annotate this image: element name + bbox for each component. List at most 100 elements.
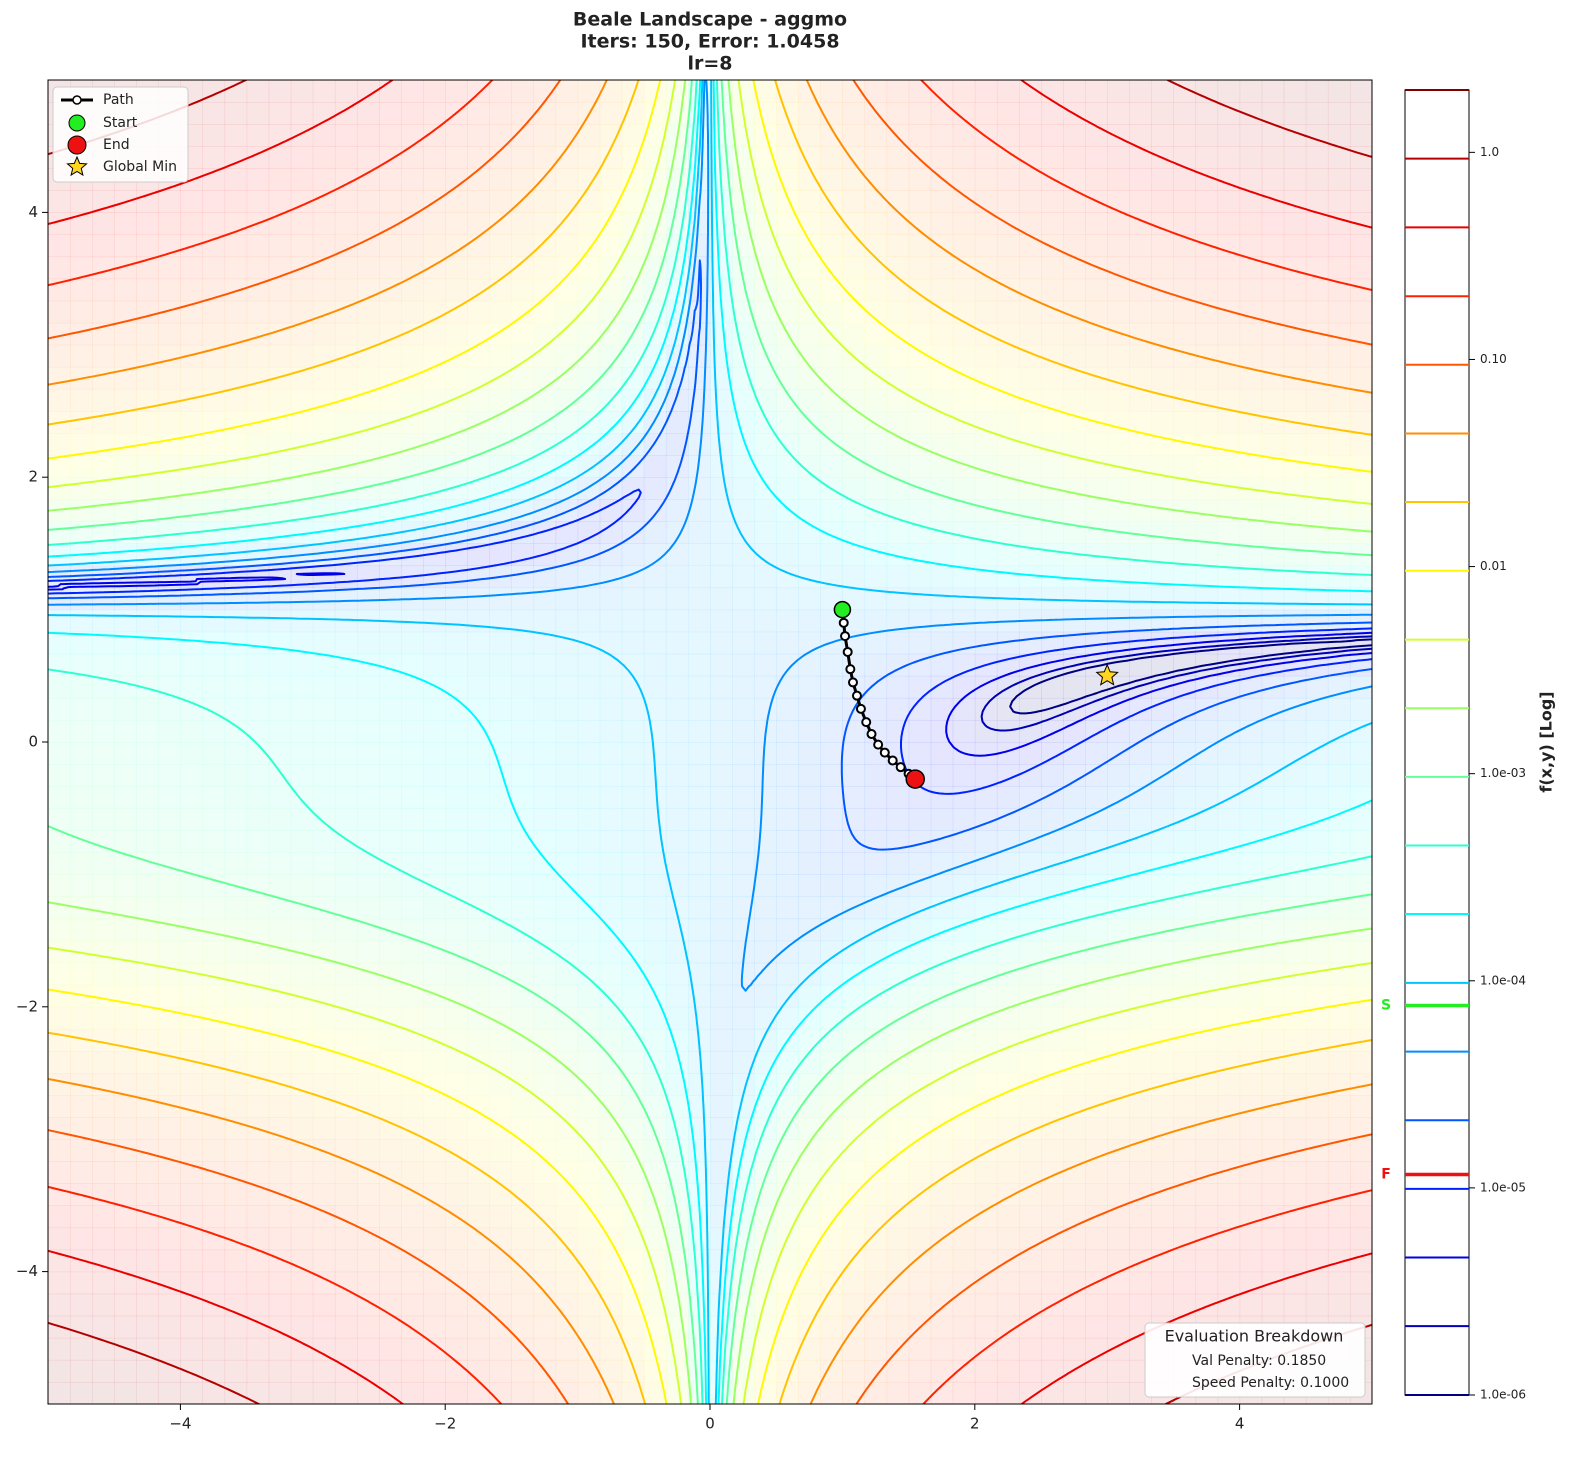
- background-cell: [864, 124, 888, 147]
- colorbar-tick-label: 1.0: [1480, 145, 1499, 159]
- background-cell: [268, 521, 292, 544]
- background-cell: [1283, 719, 1307, 743]
- background-cell: [1349, 1161, 1372, 1184]
- background-cell: [202, 1139, 226, 1162]
- background-cell: [1129, 719, 1152, 743]
- background-cell: [379, 1271, 402, 1295]
- background-cell: [158, 344, 181, 368]
- background-cell: [312, 1117, 336, 1140]
- background-cell: [643, 477, 667, 500]
- background-cell: [996, 80, 1020, 103]
- background-cell: [202, 742, 226, 765]
- background-cell: [577, 786, 601, 809]
- background-cell: [1085, 80, 1108, 103]
- background-cell: [511, 300, 535, 324]
- background-cell: [930, 146, 954, 169]
- background-cell: [445, 278, 468, 302]
- background-cell: [246, 786, 270, 809]
- background-cell: [643, 256, 667, 280]
- background-cell: [136, 874, 159, 898]
- background-cell: [136, 1315, 159, 1339]
- background-cell: [577, 344, 601, 368]
- background-cell: [577, 587, 601, 611]
- background-cell: [710, 719, 733, 743]
- background-cell: [710, 764, 733, 787]
- background-cell: [1151, 1161, 1174, 1184]
- background-cell: [1085, 1161, 1108, 1184]
- background-cell: [908, 1359, 932, 1383]
- background-cell: [533, 102, 557, 125]
- background-cell: [1305, 565, 1329, 589]
- background-cell: [1327, 830, 1351, 853]
- background-cell: [1283, 212, 1307, 236]
- background-cell: [776, 742, 799, 765]
- background-cell: [379, 808, 402, 831]
- background-cell: [952, 168, 976, 191]
- background-cell: [467, 1073, 490, 1096]
- background-cell: [511, 697, 535, 721]
- background-cell: [1063, 499, 1086, 522]
- background-cell: [555, 433, 579, 456]
- background-cell: [334, 477, 358, 500]
- background-cell: [776, 212, 799, 236]
- background-cell: [70, 808, 93, 831]
- background-cell: [555, 1117, 579, 1140]
- background-cell: [290, 1006, 314, 1030]
- background-cell: [467, 587, 490, 611]
- background-cell: [92, 1161, 115, 1184]
- background-cell: [930, 1249, 954, 1273]
- background-cell: [798, 190, 821, 213]
- background-cell: [533, 786, 557, 809]
- background-cell: [379, 212, 402, 236]
- background-cell: [820, 366, 843, 390]
- background-cell: [1327, 543, 1351, 567]
- background-cell: [908, 808, 932, 831]
- background-cell: [202, 653, 226, 677]
- background-cell: [445, 587, 468, 611]
- background-cell: [268, 808, 292, 831]
- background-cell: [1349, 411, 1372, 434]
- background-cell: [1327, 786, 1351, 809]
- background-cell: [732, 808, 755, 831]
- background-cell: [379, 278, 402, 302]
- background-cell: [1283, 1117, 1307, 1140]
- background-cell: [423, 675, 446, 699]
- background-cell: [1283, 1227, 1307, 1251]
- background-cell: [974, 830, 998, 853]
- background-cell: [1217, 543, 1241, 567]
- background-cell: [158, 653, 181, 677]
- background-cell: [952, 962, 976, 986]
- background-cell: [1239, 190, 1263, 213]
- chart-title: lr=8: [687, 53, 732, 75]
- background-cell: [489, 1337, 512, 1361]
- background-cell: [908, 366, 932, 390]
- background-cell: [246, 477, 270, 500]
- background-cell: [908, 168, 932, 191]
- path-point: [847, 677, 858, 688]
- background-cell: [202, 146, 226, 169]
- background-cell: [974, 1139, 998, 1162]
- background-cell: [312, 1315, 336, 1339]
- background-cell: [798, 388, 821, 412]
- background-cell: [555, 918, 579, 942]
- background-cell: [1349, 940, 1372, 964]
- background-cell: [224, 609, 248, 633]
- background-cell: [687, 344, 711, 368]
- background-cell: [1018, 212, 1042, 236]
- background-cell: [555, 587, 579, 611]
- background-cell: [114, 1006, 137, 1030]
- background-cell: [930, 609, 954, 633]
- background-cell: [930, 719, 954, 743]
- background-cell: [489, 1249, 512, 1273]
- background-cell: [312, 874, 336, 898]
- background-cell: [48, 1161, 71, 1184]
- background-cell: [290, 1095, 314, 1118]
- background-cell: [1305, 1293, 1329, 1317]
- background-cell: [1151, 1139, 1174, 1162]
- background-cell: [820, 1249, 843, 1273]
- background-cell: [1085, 300, 1108, 324]
- background-cell: [202, 719, 226, 743]
- background-cell: [1018, 124, 1042, 147]
- background-cell: [1041, 1183, 1064, 1206]
- background-cell: [511, 984, 535, 1008]
